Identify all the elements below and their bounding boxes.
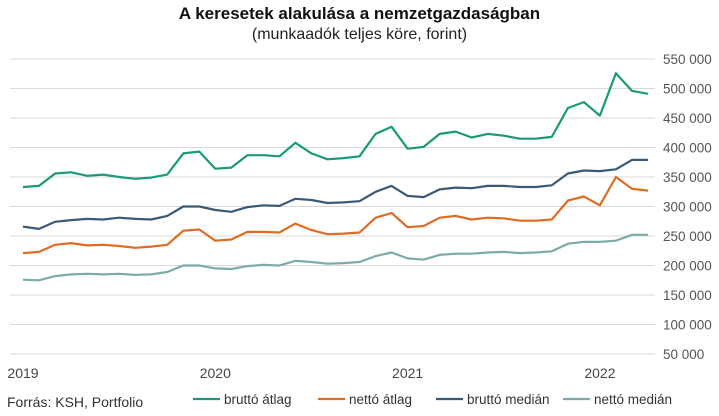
x-tick-label: 2019 [7,365,38,381]
y-tick-label: 150 000 [663,288,712,303]
x-tick-label: 2020 [200,365,231,381]
gridlines [10,58,655,355]
y-axis-ticks: 50 000 100 000 150 000 200 000 250 000 300 00… [663,52,712,362]
legend-label: bruttó medián [467,392,550,407]
legend-label: nettó medián [594,392,672,407]
legend-item: bruttó átlag [193,392,292,407]
y-tick-label: 100 000 [663,318,712,333]
series-line-nettó-átlag [22,175,649,255]
x-axis-ticks: 2019 2020 2021 2022 [7,365,615,381]
y-tick-label: 400 000 [663,141,712,156]
y-tick-label: 300 000 [663,200,712,215]
legend-item: nettó átlag [318,392,412,407]
y-tick-label: 200 000 [663,259,712,274]
legend-item: bruttó medián [436,392,550,407]
series-line-nettó-medián [22,233,648,282]
y-tick-label: 50 000 [663,347,704,362]
series-line-bruttó-átlag [22,72,649,189]
y-tick-label: 550 000 [663,52,712,67]
legend-label: bruttó átlag [224,392,292,407]
y-tick-label: 250 000 [663,229,712,244]
series-line-bruttó-medián [22,158,648,230]
legend: bruttó átlag nettó átlag bruttó medián nett… [193,392,672,407]
legend-label: nettó átlag [349,392,412,407]
series-lines [22,72,649,282]
source-note: Forrás: KSH, Portfolio [7,394,144,410]
y-tick-label: 500 000 [663,82,712,97]
x-tick-label: 2022 [584,365,615,381]
y-tick-label: 450 000 [663,111,712,126]
y-tick-label: 350 000 [663,170,712,185]
x-tick-label: 2021 [392,365,423,381]
chart-title: A keresetek alakulása a nemzetgazdaságba… [178,4,541,23]
chart-subtitle: (munkaadók teljes köre, forint) [251,26,468,43]
legend-item: nettó medián [563,392,672,407]
